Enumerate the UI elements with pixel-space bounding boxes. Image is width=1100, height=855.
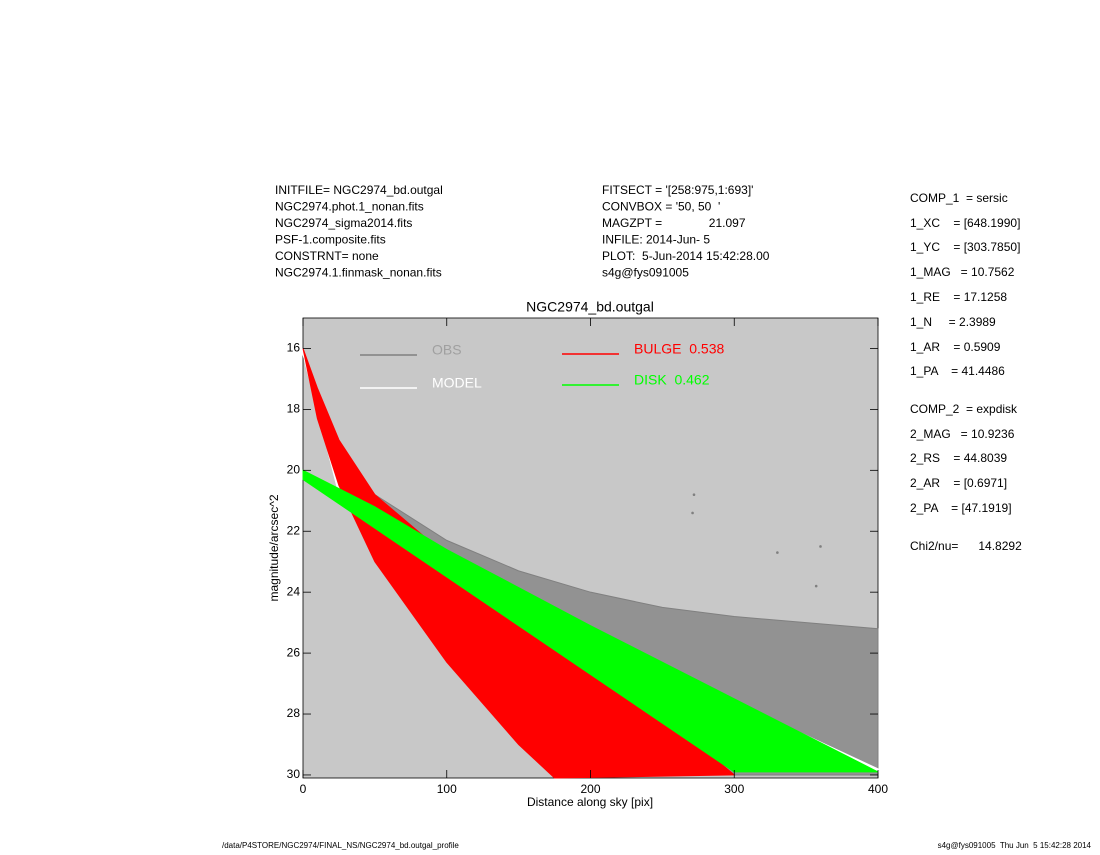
data-point bbox=[692, 493, 696, 496]
data-point bbox=[814, 584, 818, 588]
legend-label: OBS bbox=[432, 342, 462, 358]
fit-parameter: 2_MAG = 10.9236 bbox=[910, 427, 1015, 441]
data-point bbox=[776, 551, 779, 554]
x-tick-label: 400 bbox=[868, 782, 888, 796]
fit-parameter: Chi2/nu= 14.8292 bbox=[910, 539, 1022, 553]
y-axis-label: magnitude/arcsec^2 bbox=[267, 494, 281, 601]
header-line: NGC2974_sigma2014.fits bbox=[275, 216, 412, 230]
header-line: MAGZPT = 21.097 bbox=[602, 216, 746, 230]
x-tick-label: 100 bbox=[437, 782, 457, 796]
x-axis-label: Distance along sky [pix] bbox=[527, 795, 653, 809]
y-tick-label: 24 bbox=[287, 584, 301, 598]
y-tick-label: 26 bbox=[287, 645, 301, 659]
header-line: INITFILE= NGC2974_bd.outgal bbox=[275, 183, 443, 197]
data-point bbox=[819, 545, 822, 548]
y-tick-label: 22 bbox=[287, 523, 301, 537]
fit-parameter: COMP_1 = sersic bbox=[910, 191, 1008, 205]
y-tick-label: 30 bbox=[287, 767, 301, 781]
legend-label: MODEL bbox=[432, 375, 482, 391]
header-line: INFILE: 2014-Jun- 5 bbox=[602, 233, 710, 247]
header-line: PSF-1.composite.fits bbox=[275, 233, 386, 247]
footer-stamp: s4g@fys091005 Thu Jun 5 15:42:28 2014 bbox=[938, 841, 1092, 850]
y-tick-label: 28 bbox=[287, 706, 301, 720]
fit-parameter: 2_RS = 44.8039 bbox=[910, 451, 1007, 465]
header-line: CONVBOX = '50, 50 ' bbox=[602, 200, 720, 214]
y-tick-label: 20 bbox=[287, 462, 301, 476]
fit-parameter: 1_RE = 17.1258 bbox=[910, 290, 1007, 304]
fit-parameter: 1_AR = 0.5909 bbox=[910, 340, 1001, 354]
header-line: NGC2974.phot.1_nonan.fits bbox=[275, 200, 424, 214]
legend-label: BULGE 0.538 bbox=[634, 341, 724, 357]
header-line: CONSTRNT= none bbox=[275, 249, 379, 263]
fit-parameter: 2_AR = [0.6971] bbox=[910, 476, 1007, 490]
y-tick-label: 16 bbox=[287, 341, 301, 355]
y-tick-label: 18 bbox=[287, 402, 301, 416]
header-line: FITSECT = '[258:975,1:693]' bbox=[602, 183, 753, 197]
header-line: NGC2974.1.finmask_nonan.fits bbox=[275, 266, 442, 280]
fit-parameter: 1_PA = 41.4486 bbox=[910, 364, 1005, 378]
chart-title: NGC2974_bd.outgal bbox=[526, 299, 654, 315]
fit-parameter: 1_YC = [303.7850] bbox=[910, 240, 1020, 254]
fit-parameter: COMP_2 = expdisk bbox=[910, 402, 1018, 416]
x-tick-label: 0 bbox=[300, 782, 307, 796]
data-point bbox=[691, 511, 694, 515]
legend-label: DISK 0.462 bbox=[634, 372, 710, 388]
header-line: s4g@fys091005 bbox=[602, 266, 689, 280]
fit-parameter: 2_PA = [47.1919] bbox=[910, 501, 1012, 515]
fit-parameter: 1_N = 2.3989 bbox=[910, 315, 996, 329]
header-line: PLOT: 5-Jun-2014 15:42:28.00 bbox=[602, 249, 770, 263]
fit-parameter: 1_MAG = 10.7562 bbox=[910, 265, 1015, 279]
footer-path: /data/P4STORE/NGC2974/FINAL_NS/NGC2974_b… bbox=[222, 841, 459, 850]
fit-parameter: 1_XC = [648.1990] bbox=[910, 216, 1020, 230]
x-tick-label: 300 bbox=[724, 782, 744, 796]
x-tick-label: 200 bbox=[580, 782, 600, 796]
